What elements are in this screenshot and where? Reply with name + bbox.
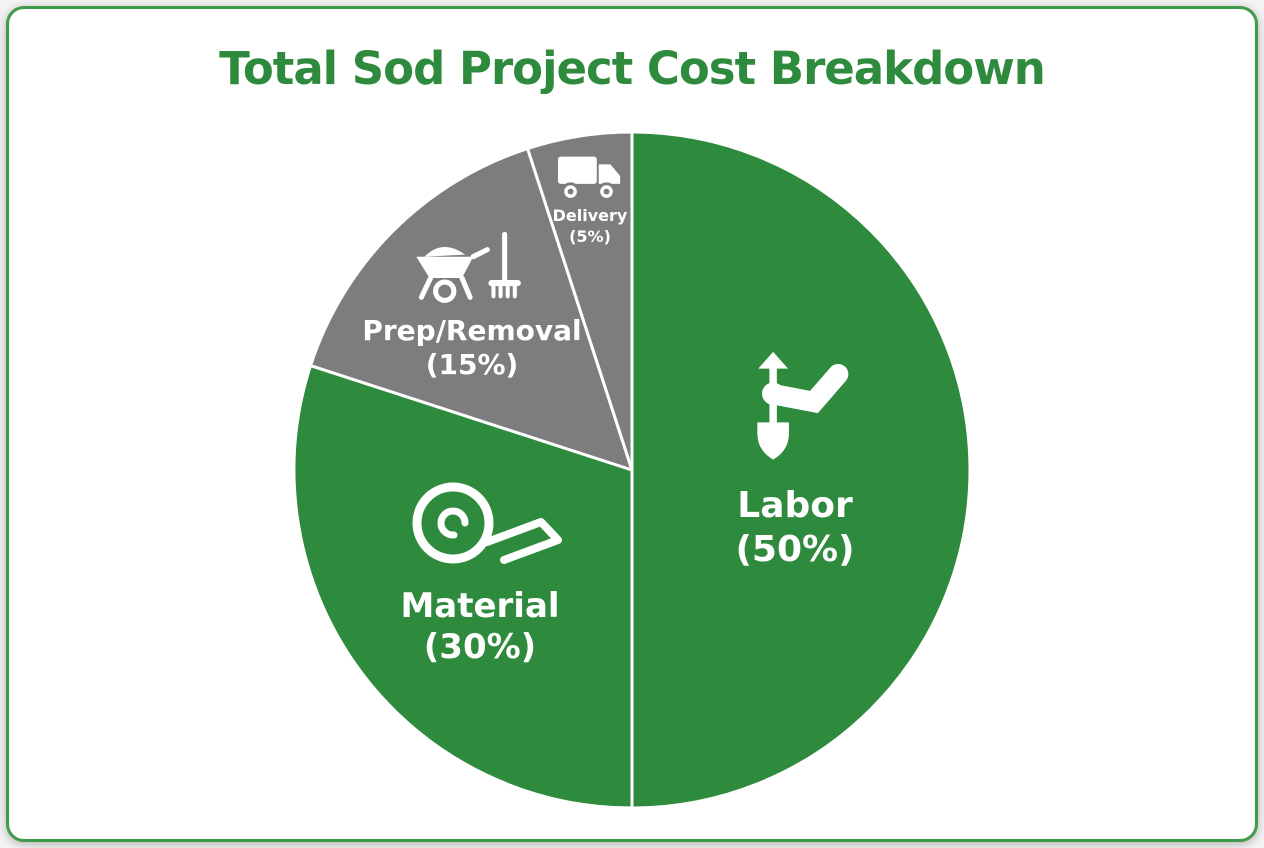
pie-chart	[292, 130, 972, 810]
pie-slice-prep-removal	[309, 147, 634, 472]
pie-label-material: Material (30%)	[360, 586, 600, 669]
chart-title: Total Sod Project Cost Breakdown	[219, 42, 1046, 95]
pie-label-material-pct: (30%)	[423, 627, 537, 668]
pie-slice-delivery	[526, 130, 634, 472]
sod-roll-icon	[403, 468, 563, 578]
delivery-truck-icon	[556, 152, 624, 204]
pie-label-prep-removal-name: Prep/Removal	[362, 314, 582, 347]
pie-slice-material	[292, 364, 634, 810]
pie-slice-labor	[630, 130, 972, 810]
pie-label-material-name: Material	[400, 586, 560, 626]
pie-label-delivery: Delivery (5%)	[530, 206, 650, 248]
pie-label-labor-pct: (50%)	[735, 528, 855, 570]
pie-label-labor-name: Labor	[737, 485, 853, 526]
pie-label-delivery-pct: (5%)	[569, 226, 611, 246]
pie-label-prep-removal-pct: (15%)	[425, 348, 519, 382]
wheelbarrow-and-rake-icon	[396, 230, 528, 322]
pie-label-delivery-name: Delivery	[552, 206, 628, 225]
shovel-and-arm-icon	[742, 350, 860, 480]
pie-label-labor: Labor (50%)	[695, 484, 895, 572]
pie-label-prep-removal: Prep/Removal (15%)	[352, 314, 592, 382]
